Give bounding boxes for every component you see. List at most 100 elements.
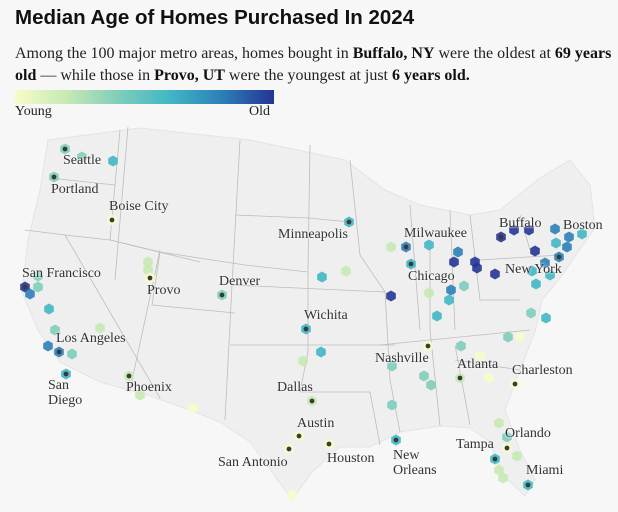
metro-hexagon — [446, 284, 456, 296]
metro-hexagon — [386, 290, 396, 302]
metro-hexagon — [67, 348, 77, 360]
metro-hexagon — [502, 431, 512, 443]
city-label-houston: Houston — [327, 451, 375, 466]
city-marker-dot — [403, 244, 409, 250]
metro-hexagon — [387, 399, 397, 411]
metro-hexagon — [426, 379, 436, 391]
city-marker-dot — [408, 261, 414, 267]
metro-hexagon — [494, 464, 504, 476]
city-marker-dot — [62, 146, 68, 152]
city-marker-dot — [63, 371, 69, 377]
city-label-san-francisco: San Francisco — [22, 266, 101, 281]
city-marker-dot — [303, 326, 309, 332]
legend-young-label: Young — [15, 104, 52, 119]
metro-hexagon — [108, 155, 118, 167]
metro-hexagon — [287, 489, 297, 501]
metro-hexagon — [77, 151, 87, 163]
metro-hexagon — [449, 256, 459, 268]
metro-hexagon — [424, 287, 434, 299]
metro-hexagon — [50, 324, 60, 336]
metro-hexagon — [531, 278, 541, 290]
metro-hexagon — [386, 241, 396, 253]
metro-hexagon — [188, 402, 198, 414]
metro-hexagon — [135, 389, 145, 401]
city-label-portland: Portland — [51, 182, 99, 197]
metro-hexagon — [577, 228, 587, 240]
chart-title: Median Age of Homes Purchased In 2024 — [15, 6, 415, 29]
metro-hexagon — [25, 288, 35, 300]
legend-old-label: Old — [249, 104, 270, 119]
metro-hexagon — [453, 246, 463, 258]
metro-hexagon — [503, 331, 513, 343]
metro-hexagon — [459, 280, 469, 292]
city-label-tampa: Tampa — [456, 437, 494, 452]
metro-hexagon — [527, 265, 537, 277]
metro-hexagon — [541, 312, 551, 324]
state-borders — [24, 126, 561, 446]
city-label-milwaukee: Milwaukee — [404, 226, 467, 241]
metro-hexagon — [424, 239, 434, 251]
city-marker-dot — [492, 456, 498, 462]
metro-hexagon — [490, 268, 500, 280]
city-marker-dot — [393, 437, 399, 443]
city-marker-dot — [126, 373, 132, 379]
city-label-new-orleans: New Orleans — [393, 448, 437, 478]
subtitle-text: were the oldest at — [434, 45, 555, 62]
city-label-provo: Provo — [147, 283, 181, 298]
city-marker-dot — [309, 398, 315, 404]
metro-hexagon — [419, 370, 429, 382]
city-label-san-antonio: San Antonio — [218, 455, 288, 470]
city-label-denver: Denver — [219, 274, 261, 289]
city-marker-dot — [286, 446, 292, 452]
city-label-seattle: Seattle — [63, 153, 102, 168]
metro-hexagon — [316, 346, 326, 358]
metro-hexagon — [562, 241, 572, 253]
metro-hexagon — [444, 294, 454, 306]
metro-hexagon — [509, 224, 519, 236]
metro-hexagon — [550, 223, 560, 235]
metro-hexagon — [317, 271, 327, 283]
city-label-boston: Boston — [563, 218, 603, 233]
city-marker-dot — [556, 254, 562, 260]
subtitle-bold: 6 years old. — [392, 67, 470, 84]
subtitle-text: were the youngest at just — [224, 67, 392, 84]
metro-hexagon — [43, 340, 53, 352]
city-label-los-angeles: Los Angeles — [56, 331, 126, 346]
city-label-atlanta: Atlanta — [457, 357, 499, 372]
city-label-boise: Boise City — [109, 199, 169, 214]
city-label-chicago: Chicago — [408, 269, 455, 284]
city-label-phoenix: Phoenix — [126, 380, 172, 395]
city-marker-dot — [504, 445, 510, 451]
city-label-san-diego: San Diego — [48, 378, 83, 408]
city-label-new-york: New York — [505, 262, 562, 277]
metro-hexagon — [44, 303, 54, 315]
city-marker-dot — [56, 349, 62, 355]
city-marker-dot — [109, 217, 115, 223]
city-marker-dot — [296, 433, 302, 439]
city-label-dallas: Dallas — [277, 380, 313, 395]
metro-hexagon — [512, 450, 522, 462]
city-label-wichita: Wichita — [304, 308, 348, 323]
metro-hexagon — [298, 355, 308, 367]
city-label-minneapolis: Minneapolis — [278, 227, 348, 242]
city-marker-dot — [219, 292, 225, 298]
city-marker-dot — [326, 441, 332, 447]
metro-hexagon — [456, 340, 466, 352]
metro-hexagon — [494, 417, 504, 429]
subtitle-bold: Buffalo, NY — [352, 45, 435, 62]
metro-hexagon — [432, 310, 442, 322]
city-label-miami: Miami — [526, 463, 564, 478]
metro-hexagon — [33, 270, 43, 282]
subtitle: Among the 100 major metro areas, homes b… — [15, 43, 615, 87]
metro-hexagon — [95, 322, 105, 334]
metro-hexagon — [524, 224, 534, 236]
metro-hexagon — [341, 265, 351, 277]
metro-hexagon — [545, 269, 555, 281]
subtitle-bold: 69 years old — [15, 45, 612, 84]
metro-hexagon — [530, 245, 540, 257]
subtitle-bold: Provo, UT — [154, 67, 225, 84]
city-label-buffalo: Buffalo — [499, 216, 542, 231]
city-marker-dot — [346, 219, 352, 225]
city-label-orlando: Orlando — [505, 426, 551, 441]
